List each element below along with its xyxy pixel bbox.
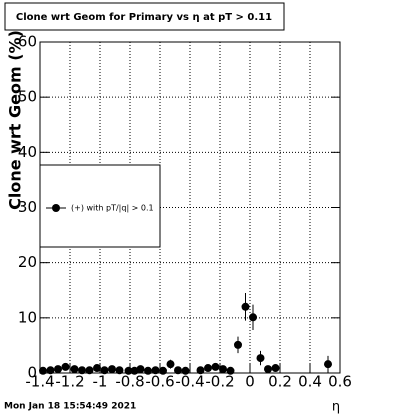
y-tick-label: 30 [18,198,37,216]
y-tick-label: 40 [18,143,37,161]
data-point [70,365,79,374]
legend-marker [52,204,60,212]
data-point [39,366,47,375]
x-tick-label: -0.4 [175,373,204,391]
data-point [211,362,220,371]
title-box [4,2,285,31]
data-point [219,365,227,374]
data-point [324,360,332,369]
x-tick-label: 0.6 [328,373,352,391]
data-point [115,366,124,375]
x-tick-label: 0.2 [268,373,292,391]
data-point [54,365,62,374]
x-tick-label: -0.8 [115,373,144,391]
data-point [124,366,133,375]
data-point [204,364,212,373]
y-tick-label: 0 [27,364,37,382]
data-point [264,365,272,374]
legend-label: (+) with pT/|q| > 0.1 [71,204,154,213]
x-tick-label: -0.2 [205,373,234,391]
data-point [256,354,265,363]
data-point [46,366,55,375]
data-point [108,365,116,374]
data-point [78,366,86,375]
x-tick-label: 0 [245,373,255,391]
timestamp: Mon Jan 18 15:54:49 2021 [4,402,136,412]
data-point [174,366,182,375]
data-point [241,302,250,311]
data-point [151,366,160,375]
x-tick-label: -0.6 [145,373,174,391]
data-point [136,365,145,374]
data-point [144,366,152,375]
data-point [196,366,205,375]
data-point [249,313,257,322]
data-point [181,366,190,375]
y-axis-label: Clone wrt Geom (%) [6,30,25,210]
x-tick-label: 0.4 [298,373,322,391]
data-point [226,366,235,375]
data-point [166,360,175,369]
data-point [130,366,139,375]
legend-box [39,164,161,248]
y-tick-label: 50 [18,88,37,106]
x-axis-label: η [332,400,340,414]
x-tick-label: -1.4 [25,373,54,391]
data-point [159,366,167,375]
data-point [234,340,242,349]
chart-title: Clone wrt Geom for Primary vs η at pT > … [16,12,272,23]
data-point [271,364,280,373]
x-tick-label: -1 [93,373,108,391]
plot-area: 0 10 20 30 40 50 60 -1.4 -1.2 -1 -0.8 -0.6 -0.4 -0.2 0… [18,33,352,391]
data-point [100,366,109,375]
y-tick-label: 60 [18,33,37,51]
data-point [93,364,101,373]
x-tick-label: -1.2 [55,373,84,391]
y-tick-label: 10 [18,308,37,326]
data-point [61,362,70,371]
data-point [85,366,94,375]
y-tick-label: 20 [18,253,37,271]
